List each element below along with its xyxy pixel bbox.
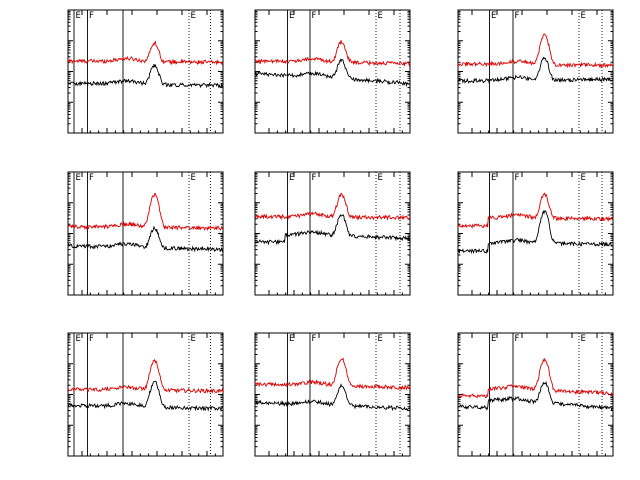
series-lld-red [255, 40, 410, 68]
series-lld-red [68, 192, 223, 232]
series-events-black [68, 63, 223, 89]
interval-marker-label: E [191, 173, 196, 183]
series-group [68, 40, 223, 89]
series-group [255, 357, 410, 412]
series-events-black [68, 380, 223, 412]
interval-marker-label: E [378, 173, 383, 183]
series-lld-red [255, 192, 410, 221]
series-lld-red [458, 33, 613, 69]
interval-marker-label: E [191, 11, 196, 21]
interval-marker-label: E [289, 334, 294, 344]
series-group [68, 358, 223, 412]
series-events-black [255, 383, 410, 412]
interval-marker-label: E [491, 334, 496, 344]
series-group [68, 192, 223, 253]
series-group [458, 192, 613, 255]
interval-marker-label: E [581, 334, 586, 344]
series-events-black [458, 380, 613, 412]
plot-frame [67, 9, 224, 134]
interval-marker-label: F [312, 173, 317, 183]
interval-marker-label: E [491, 173, 496, 183]
plot-frame [457, 9, 614, 134]
interval-marker-label: E [491, 11, 496, 21]
plot-frame [254, 9, 411, 134]
series-events-black [68, 225, 223, 253]
interval-marker-label: F [89, 173, 94, 183]
plot-frame [254, 332, 411, 457]
series-events-black [255, 213, 410, 246]
series-events-black [255, 58, 410, 88]
series-events-black [458, 56, 613, 84]
series-lld-red [255, 357, 410, 391]
interval-marker-label: E [76, 334, 81, 344]
interval-marker-label: E [191, 334, 196, 344]
series-lld-red [458, 192, 613, 229]
series-lld-red [458, 357, 613, 399]
plot-frame [67, 332, 224, 457]
interval-marker-label: F [89, 334, 94, 344]
interval-marker-label: F [515, 11, 520, 21]
series-group [458, 33, 613, 84]
interval-marker-label: E [378, 11, 383, 21]
plot-frame [67, 171, 224, 296]
interval-marker-label: F [515, 334, 520, 344]
interval-marker-label: F [89, 11, 94, 21]
interval-marker-label: E [289, 11, 294, 21]
interval-marker-label: F [515, 173, 520, 183]
interval-marker-label: E [289, 173, 294, 183]
plot-frame [457, 171, 614, 296]
series-lld-red [68, 358, 223, 394]
interval-marker-label: F [312, 11, 317, 21]
series-lld-red [68, 40, 223, 66]
interval-marker-label: E [581, 173, 586, 183]
interval-marker-label: F [312, 334, 317, 344]
series-group [255, 192, 410, 246]
interval-marker-label: E [76, 173, 81, 183]
interval-marker-label: E [76, 11, 81, 21]
interval-marker-label: E [378, 334, 383, 344]
series-group [458, 357, 613, 412]
series-events-black [458, 209, 613, 255]
series-group [255, 40, 410, 88]
interval-marker-label: E [581, 11, 586, 21]
